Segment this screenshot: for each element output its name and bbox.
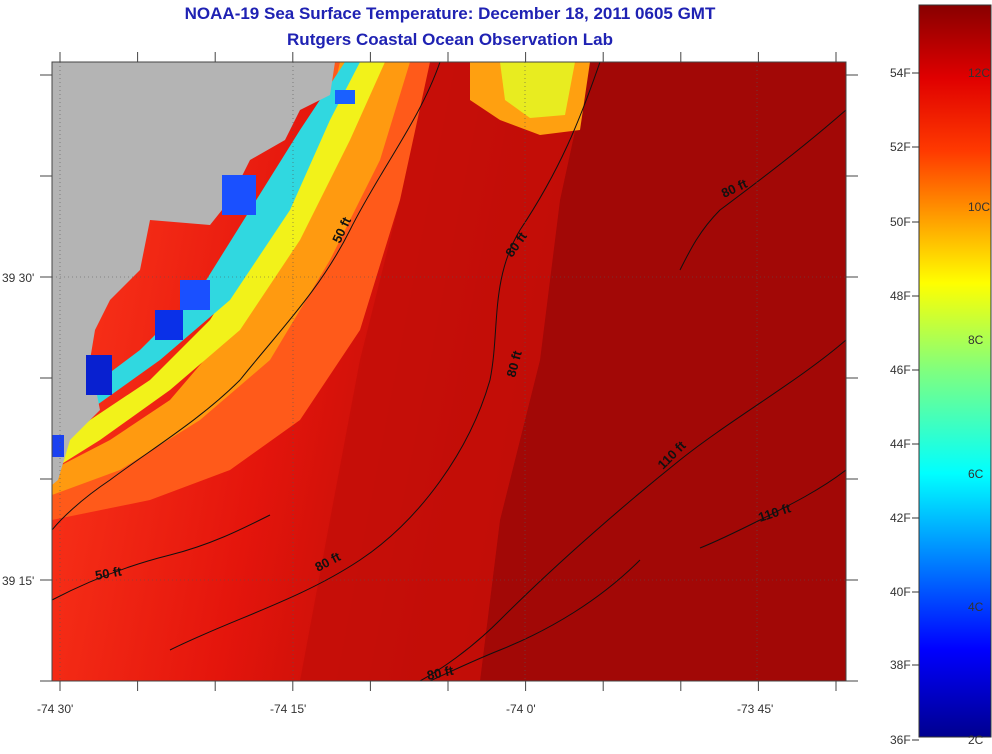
bay-patch — [52, 435, 64, 457]
colorbar-f-label: 54F — [890, 66, 911, 80]
lat-label: 39 15' — [2, 574, 34, 588]
colorbar-c-label: 12C — [968, 66, 990, 80]
colorbar-f-label: 48F — [890, 289, 911, 303]
contour-label: 50 ft — [94, 563, 124, 583]
colorbar-f-label: 46F — [890, 363, 911, 377]
colorbar-c-label: 4C — [968, 600, 984, 614]
contour-50ft-south — [52, 514, 271, 601]
mid-band — [300, 62, 590, 681]
colorbar-f-label: 50F — [890, 215, 911, 229]
bay-patch — [335, 90, 355, 104]
colorbar-f-label: 36F — [890, 733, 911, 747]
colorbar-f-label: 38F — [890, 658, 911, 672]
map-subtitle: Rutgers Coastal Ocean Observation Lab — [287, 30, 613, 49]
lon-label: -74 30' — [37, 702, 73, 716]
colorbar-c-label: 10C — [968, 200, 990, 214]
bay-patch — [86, 355, 112, 395]
contour-110ft-east — [699, 469, 846, 549]
land-mass — [52, 62, 335, 485]
cool-patch-north-inner — [500, 62, 575, 118]
contour-50ft — [52, 62, 441, 531]
contour-80ft-east — [679, 109, 846, 271]
colorbar-f-label: 52F — [890, 140, 911, 154]
lon-label: -74 15' — [270, 702, 306, 716]
colorbar-f-label: 40F — [890, 585, 911, 599]
warm-band — [480, 62, 846, 681]
contour-80ft-south — [429, 559, 641, 681]
lon-label: -74 0' — [506, 702, 536, 716]
lat-label: 39 30' — [2, 271, 34, 285]
colorbar-f-label: 42F — [890, 511, 911, 525]
colorbar-c-label: 8C — [968, 333, 984, 347]
colorbar-c-label: 2C — [968, 733, 984, 747]
contour-80ft — [169, 62, 601, 651]
bay-patch — [222, 175, 256, 215]
colorbar-f-label: 44F — [890, 437, 911, 451]
colorbar-c-label: 6C — [968, 467, 984, 481]
contour-110ft — [419, 339, 846, 681]
map-title: NOAA-19 Sea Surface Temperature: Decembe… — [184, 4, 716, 23]
contour-label: 80 ft — [426, 663, 456, 683]
bay-patch — [155, 310, 183, 340]
lon-label: -73 45' — [737, 702, 773, 716]
contour-label: 80 ft — [503, 348, 525, 378]
plot-frame — [51, 61, 847, 682]
colorbar — [918, 4, 992, 738]
bay-patch — [180, 280, 210, 310]
